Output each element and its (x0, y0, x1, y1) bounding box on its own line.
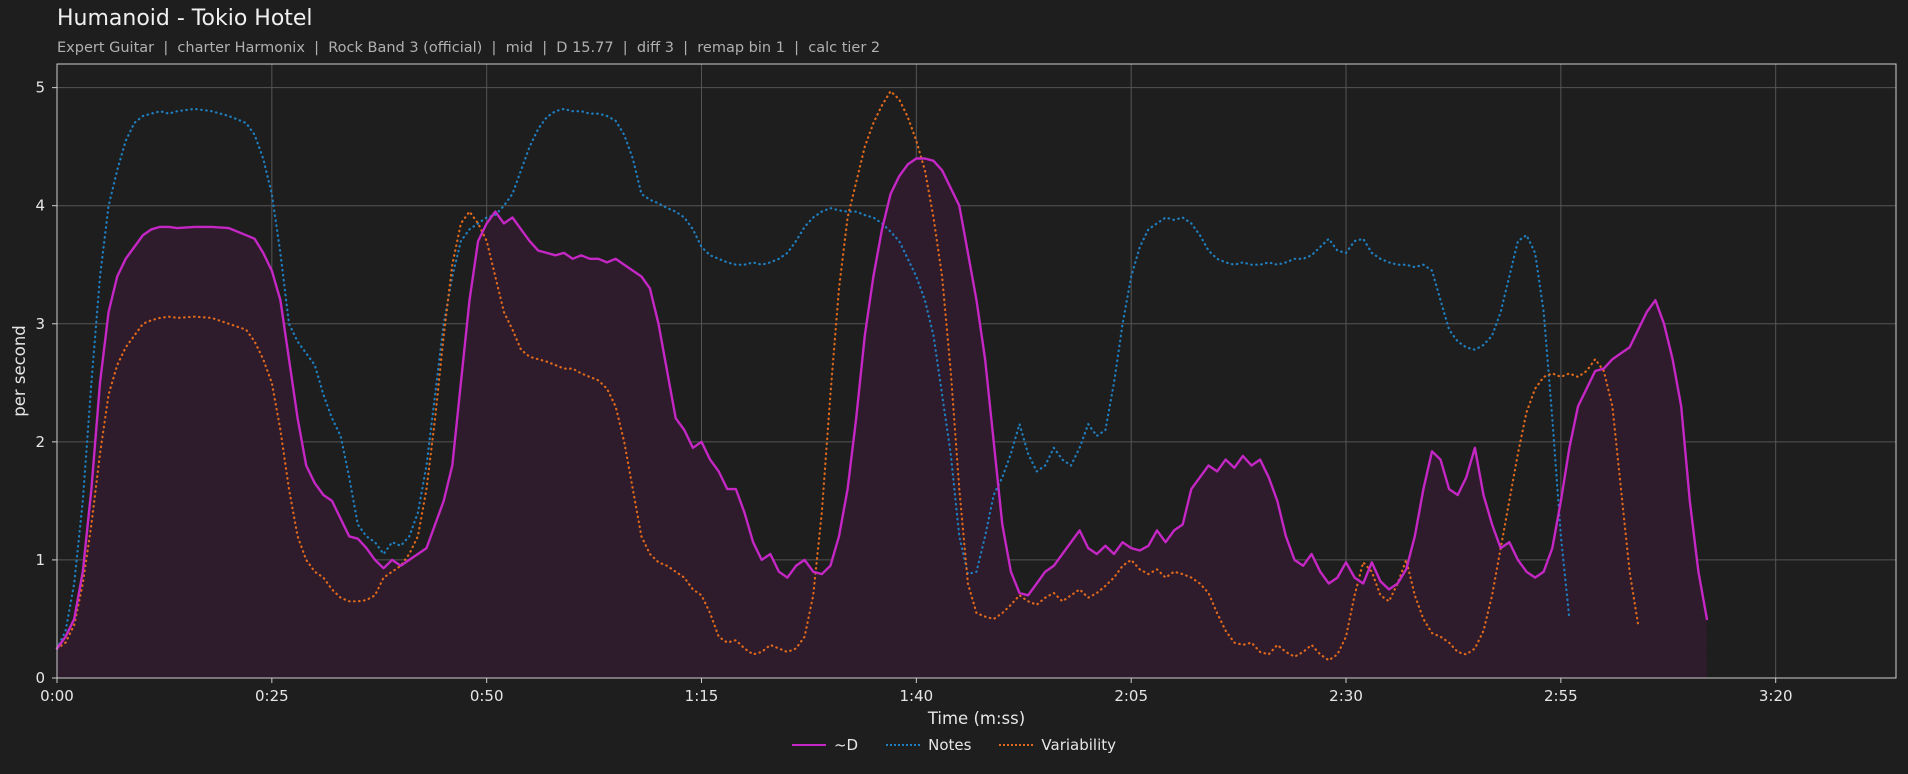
y-tick-label: 3 (35, 315, 45, 333)
legend-label-notes: Notes (928, 736, 972, 754)
chart-title: Humanoid - Tokio Hotel (57, 6, 313, 31)
y-tick-label: 4 (35, 197, 45, 215)
fill-layer (57, 158, 1707, 678)
series-line-variability (55, 90, 1640, 662)
series-layer (55, 90, 1709, 662)
plot-frame (56, 63, 1897, 679)
y-axis-label: per second (10, 325, 29, 417)
legend-item-variability: Variability (999, 736, 1116, 754)
legend: ~D Notes Variability (0, 736, 1908, 754)
x-tick-label: 0:50 (470, 687, 504, 705)
x-axis-ticks: 0:00 0:25 0:50 1:15 1:40 2:05 2:30 2:55 3:20 (40, 678, 1793, 705)
x-axis-label: Time (m:ss) (927, 709, 1025, 728)
x-tick-label: 0:25 (255, 687, 289, 705)
series-line-d (55, 157, 1709, 650)
line-chart: 0:00 0:25 0:50 1:15 1:40 2:05 2:30 2:55 3:20 0 1 2… (10, 63, 1897, 728)
legend-swatch-notes (886, 744, 921, 746)
x-tick-label: 2:30 (1329, 687, 1363, 705)
legend-swatch-d (791, 744, 826, 746)
y-tick-label: 2 (35, 433, 45, 451)
y-tick-label: 5 (35, 79, 45, 97)
x-tick-label: 1:15 (685, 687, 719, 705)
legend-item-notes: Notes (886, 736, 971, 754)
y-tick-label: 1 (35, 551, 45, 569)
legend-label-variability: Variability (1041, 736, 1117, 754)
legend-swatch-variability (999, 744, 1034, 746)
y-tick-label: 0 (35, 669, 45, 687)
x-tick-label: 0:00 (40, 687, 74, 705)
legend-item-d: ~D (791, 736, 859, 754)
y-axis-ticks: 0 1 2 3 4 5 (35, 79, 57, 687)
chart-subtitle: Expert Guitar | charter Harmonix | Rock … (57, 40, 881, 56)
legend-label-d: ~D (833, 736, 859, 754)
series-line-notes (55, 107, 1571, 650)
x-tick-label: 1:40 (900, 687, 934, 705)
x-tick-label: 2:55 (1544, 687, 1578, 705)
d-area-fill (57, 158, 1707, 678)
x-tick-label: 2:05 (1114, 687, 1148, 705)
x-tick-label: 3:20 (1759, 687, 1793, 705)
